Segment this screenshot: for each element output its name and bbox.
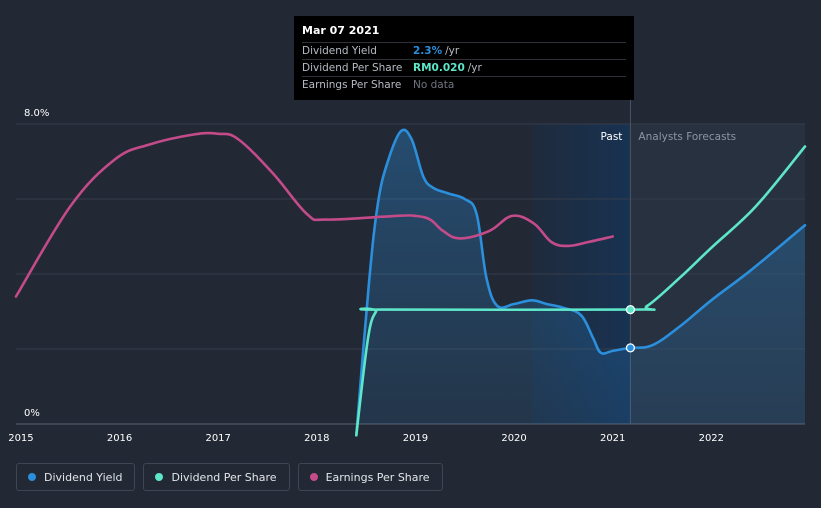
x-tick-label: 2019 — [403, 433, 428, 444]
x-tick-label: 2015 — [8, 433, 33, 444]
tooltip-key: Earnings Per Share — [302, 79, 402, 91]
series-marker-dividend-per-share — [625, 304, 636, 315]
series-area-dividend-yield — [356, 129, 805, 436]
tooltip-row-dividend-per-share: Dividend Per Share RM0.020 /yr — [302, 59, 626, 76]
legend-dot-icon — [28, 473, 36, 481]
x-tick-label: 2016 — [107, 433, 132, 444]
tooltip-unit: /yr — [445, 45, 460, 57]
legend: Dividend Yield Dividend Per Share Earnin… — [16, 463, 443, 491]
tooltip-row-earnings-per-share: Earnings Per Share No data — [302, 76, 626, 93]
series-line-earnings-per-share — [14, 131, 614, 298]
tooltip-key: Dividend Per Share — [302, 62, 403, 74]
tooltip-value: RM0.020 — [413, 62, 465, 74]
forecast-label: Analysts Forecasts — [638, 131, 736, 143]
series-line-dividend-yield — [355, 128, 807, 437]
legend-item-earnings-per-share[interactable]: Earnings Per Share — [297, 463, 443, 491]
y-tick-label: 0% — [24, 408, 40, 419]
legend-label: Dividend Yield — [44, 470, 123, 484]
legend-item-dividend-per-share[interactable]: Dividend Per Share — [143, 463, 290, 491]
tooltip-key: Dividend Yield — [302, 45, 377, 57]
x-tick-label: 2022 — [699, 433, 724, 444]
x-tick-label: 2018 — [304, 433, 329, 444]
x-tick-label: 2020 — [501, 433, 526, 444]
tooltip: Mar 07 2021 Dividend Yield 2.3% /yr Divi… — [294, 16, 634, 100]
series-marker-dividend-yield — [625, 343, 636, 353]
legend-label: Earnings Per Share — [325, 470, 430, 484]
legend-item-dividend-yield[interactable]: Dividend Yield — [16, 463, 136, 491]
tooltip-date: Mar 07 2021 — [302, 24, 380, 37]
tooltip-value: 2.3% — [413, 45, 443, 57]
past-label: Past — [601, 131, 623, 143]
legend-dot-icon — [155, 473, 164, 481]
x-tick-label: 2017 — [205, 433, 230, 444]
tooltip-unit: /yr — [467, 62, 482, 74]
x-tick-label: 2021 — [600, 433, 625, 444]
y-tick-label: 8.0% — [24, 108, 49, 119]
legend-label: Dividend Per Share — [171, 470, 277, 484]
legend-dot-icon — [309, 473, 318, 481]
tooltip-row-dividend-yield: Dividend Yield 2.3% /yr — [302, 42, 626, 59]
tooltip-no-data: No data — [413, 79, 455, 91]
